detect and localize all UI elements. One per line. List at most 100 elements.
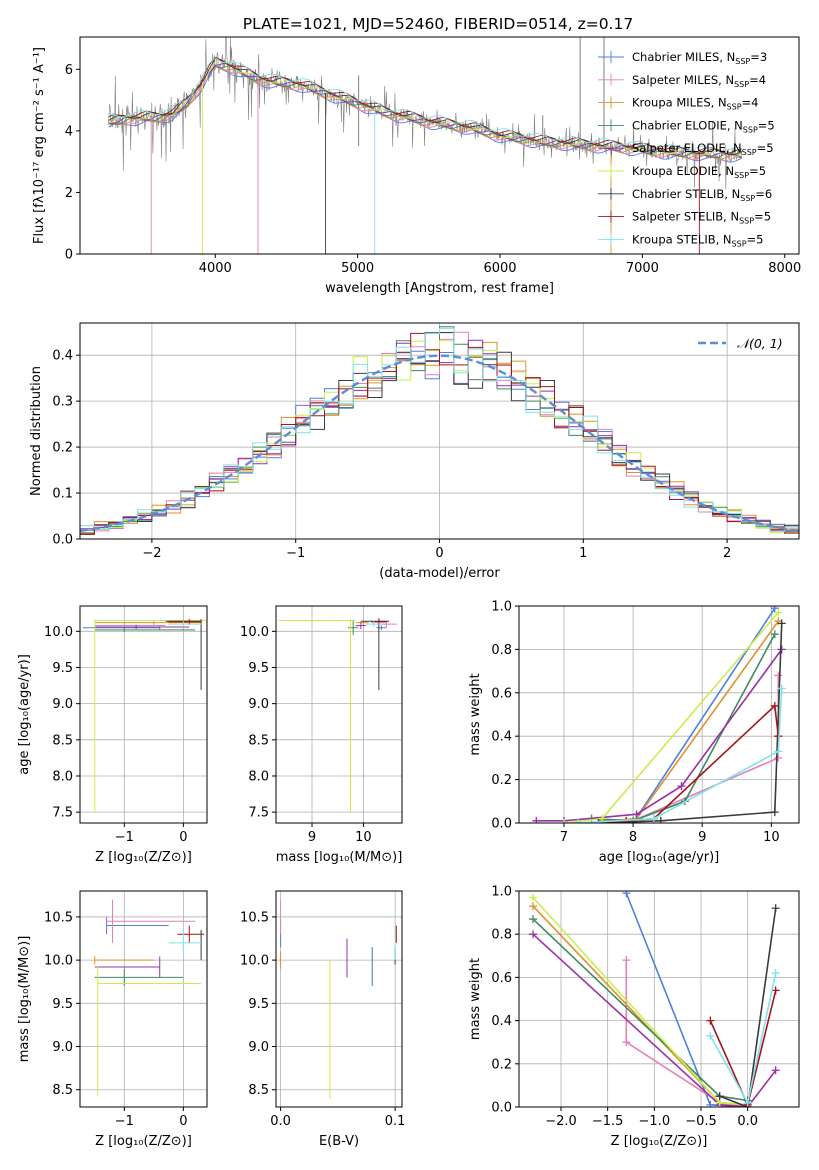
y-tick-label: 1.0	[491, 885, 512, 900]
normal-curve	[80, 354, 799, 533]
axes-frame	[275, 890, 403, 1108]
x-axis-label: Z [log₁₀(Z/Z⊙)]	[611, 1134, 708, 1149]
y-tick-label: 7.5	[248, 806, 269, 821]
y-tick-label: 0.8	[491, 643, 512, 658]
legend-label-sub: SSP	[734, 80, 749, 89]
x-tick-label: 0.0	[270, 1114, 291, 1129]
y-tick-label: 0.6	[491, 971, 512, 986]
legend-label-tail: =5	[747, 232, 764, 246]
weight-marker	[573, 819, 582, 823]
axes-frame	[518, 605, 800, 824]
y-axis-label: mass weight	[468, 958, 483, 1040]
weight-marker	[622, 1038, 631, 1047]
x-tick-label: −1.5	[592, 1114, 624, 1129]
massweight-vs-age-plot-area	[532, 606, 786, 823]
weight-marker	[529, 930, 537, 939]
y-tick-label: 0.1	[52, 487, 73, 502]
legend-label-main: Chabrier STELIB, N	[632, 187, 740, 201]
weight-line	[577, 688, 783, 823]
x-tick-label: 0.1	[385, 1114, 406, 1129]
x-tick-label: 7000	[626, 261, 659, 276]
legend-label-sub: SSP	[727, 103, 742, 112]
weight-marker	[777, 645, 786, 654]
x-tick-label: 0.0	[737, 1114, 758, 1129]
legend-label-tail: =4	[749, 73, 766, 87]
x-tick-label: 2	[723, 546, 731, 561]
legend-label: Salpeter MILES, NSSP=4	[632, 73, 766, 89]
weight-marker	[771, 986, 780, 995]
weight-marker	[715, 1092, 724, 1101]
weight-marker	[771, 969, 780, 978]
x-tick-label: 0	[179, 830, 187, 845]
weight-marker	[529, 902, 537, 911]
y-tick-label: 10.0	[240, 625, 269, 640]
weight-marker	[622, 956, 631, 965]
weight-line	[532, 933, 777, 1107]
legend-label: Salpeter ELODIE, NSSP=5	[632, 141, 774, 157]
y-tick-label: 9.5	[52, 661, 73, 676]
y-axis-label: Normed distribution	[29, 366, 44, 496]
model-spectrum-line	[108, 57, 742, 153]
legend-label-sub: SSP	[735, 57, 750, 66]
x-tick-label: 1	[579, 546, 587, 561]
model-spectrum-line	[108, 60, 742, 157]
x-tick-label: 5000	[341, 261, 374, 276]
weight-marker	[777, 619, 786, 628]
x-tick-label: 8	[629, 830, 637, 845]
y-tick-label: 9.0	[248, 1040, 269, 1055]
weight-marker	[706, 1031, 715, 1040]
y-tick-label: 9.0	[52, 697, 73, 712]
y-tick-label: 10.0	[44, 954, 73, 969]
legend-label: Kroupa MILES, NSSP=4	[632, 96, 758, 112]
y-tick-label: 0	[65, 248, 73, 263]
weight-line	[625, 960, 748, 1107]
y-tick-label: 8.5	[248, 1083, 269, 1098]
spectrum-plot-area	[108, 37, 743, 254]
weight-marker	[529, 893, 537, 902]
weight-marker	[594, 819, 603, 823]
legend-label: 𝒩(0, 1)	[737, 336, 783, 351]
x-axis-label: E(B-V)	[319, 1134, 359, 1149]
weight-line	[532, 905, 748, 1106]
y-tick-label: 0.2	[52, 441, 73, 456]
weight-marker	[622, 891, 631, 898]
y-tick-label: 0.8	[491, 928, 512, 943]
weight-marker	[706, 1100, 715, 1107]
mass-vs-ebv-panel: 0.0 0.1 8.5 9.0 9.5 10.0 10.5 E(B-V)	[240, 890, 406, 1149]
x-axis-label: wavelength [Angstrom, rest frame]	[325, 281, 554, 296]
legend-label: Chabrier STELIB, NSSP=6	[632, 187, 772, 203]
y-tick-label: 10.0	[240, 954, 269, 969]
weight-marker	[529, 915, 537, 924]
legend-label-tail: =3	[750, 50, 767, 64]
weight-marker	[777, 684, 786, 693]
weight-marker	[706, 1016, 715, 1025]
legend-label-tail: =5	[757, 141, 774, 155]
legend-label-tail: =4	[742, 96, 759, 110]
x-tick-label: −1	[115, 1114, 134, 1129]
x-axis-label: Z [log₁₀(Z/Z⊙)]	[95, 850, 192, 865]
legend-label-sub: SSP	[734, 171, 749, 180]
y-tick-label: 0.2	[491, 1057, 512, 1072]
weight-marker	[649, 814, 658, 823]
legend-label: Salpeter STELIB, NSSP=5	[632, 210, 771, 226]
y-tick-label: 0.4	[52, 349, 73, 364]
weight-marker	[532, 816, 541, 823]
age-vs-mass-panel: 9 10 7.5 8.0 8.5 9.0 9.5 10.0 mass [log₁₀(M/M⊙)]	[240, 605, 403, 865]
y-tick-label: 0.3	[52, 395, 73, 410]
x-tick-label: −1	[115, 830, 134, 845]
mass-vs-ebv-plot-area	[280, 899, 397, 1099]
legend-label-main: Salpeter STELIB, N	[632, 210, 739, 224]
legend-label-main: Chabrier ELODIE, N	[632, 118, 743, 132]
weight-marker	[770, 808, 779, 817]
axes-frame	[79, 605, 208, 824]
legend-label-main: Salpeter MILES, N	[632, 73, 734, 87]
massweight-vs-Z-plot-area	[529, 891, 780, 1107]
x-tick-label: −1.0	[639, 1114, 671, 1129]
axes-frame	[275, 605, 403, 824]
weight-marker	[774, 608, 783, 617]
legend-label-tail: =6	[755, 187, 772, 201]
spectrum-panel: 4000 5000 6000 7000 8000 0 2 4 6 wavelength [Angs…	[32, 36, 801, 296]
mass-vs-Z-panel: −1 0 8.5 9.0 9.5 10.0 10.5 Z [log₁₀(Z/Z⊙)] mass …	[17, 890, 208, 1149]
y-tick-label: 8.0	[248, 769, 269, 784]
y-axis-label: mass weight	[468, 673, 483, 755]
